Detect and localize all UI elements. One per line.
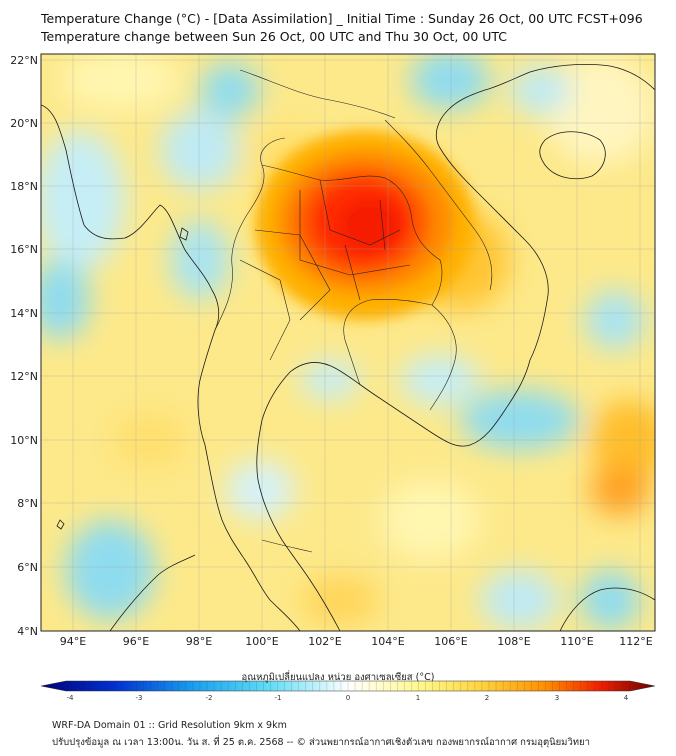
- colorbar-tick: 4: [624, 694, 629, 702]
- colorbar-tick: 3: [555, 694, 559, 702]
- title-line-1: Temperature Change (°C) - [Data Assimila…: [41, 11, 643, 26]
- colorbar-tick: -2: [206, 694, 213, 702]
- colorbar-tick: -4: [67, 694, 75, 702]
- lat-label: 4°N: [17, 625, 38, 638]
- footer-line-2: ปรับปรุงข้อมูล ณ เวลา 13:00น. วัน ส. ที่…: [52, 737, 590, 748]
- colorbar: -4 -3 -2 -1 0 1 2 3 4: [40, 680, 656, 702]
- lat-label: 18°N: [10, 180, 38, 193]
- lon-label: 94°E: [60, 635, 86, 648]
- country-borders: [214, 69, 493, 553]
- lon-label: 102°E: [308, 635, 341, 648]
- lat-label: 6°N: [17, 561, 38, 574]
- title-line-2: Temperature change between Sun 26 Oct, 0…: [41, 29, 508, 44]
- longitude-labels: 94°E 96°E 98°E 100°E 102°E 104°E 106°E 1…: [60, 635, 653, 648]
- lat-label: 20°N: [10, 117, 38, 130]
- lat-label: 10°N: [10, 434, 38, 447]
- lon-label: 98°E: [186, 635, 212, 648]
- lon-label: 108°E: [497, 635, 530, 648]
- lon-label: 106°E: [434, 635, 467, 648]
- temperature-field: [41, 54, 655, 631]
- lat-label: 8°N: [17, 497, 38, 510]
- colorbar-tick: -1: [275, 694, 282, 702]
- colorbar-tick: 2: [485, 694, 489, 702]
- colorbar-title: อุณหภูมิเปลี่ยนแปลง หน่วย องศาเซลเซียส (…: [241, 672, 435, 683]
- lon-label: 96°E: [123, 635, 149, 648]
- lat-label: 16°N: [10, 243, 38, 256]
- coastlines: [41, 63, 655, 631]
- lon-label: 104°E: [371, 635, 404, 648]
- colorbar-tick: 1: [416, 694, 420, 702]
- colorbar-tick: -3: [136, 694, 143, 702]
- lat-label: 22°N: [10, 54, 38, 67]
- lat-label: 14°N: [10, 307, 38, 320]
- latitude-labels: 22°N 20°N 18°N 16°N 14°N 12°N 10°N 8°N 6…: [10, 54, 38, 638]
- colorbar-tick: 0: [346, 694, 350, 702]
- lon-label: 112°E: [619, 635, 652, 648]
- lon-label: 100°E: [245, 635, 278, 648]
- lat-label: 12°N: [10, 370, 38, 383]
- map-frame: [40, 53, 656, 632]
- lon-label: 110°E: [560, 635, 593, 648]
- footer-line-1: WRF-DA Domain 01 :: Grid Resolution 9km …: [52, 720, 287, 731]
